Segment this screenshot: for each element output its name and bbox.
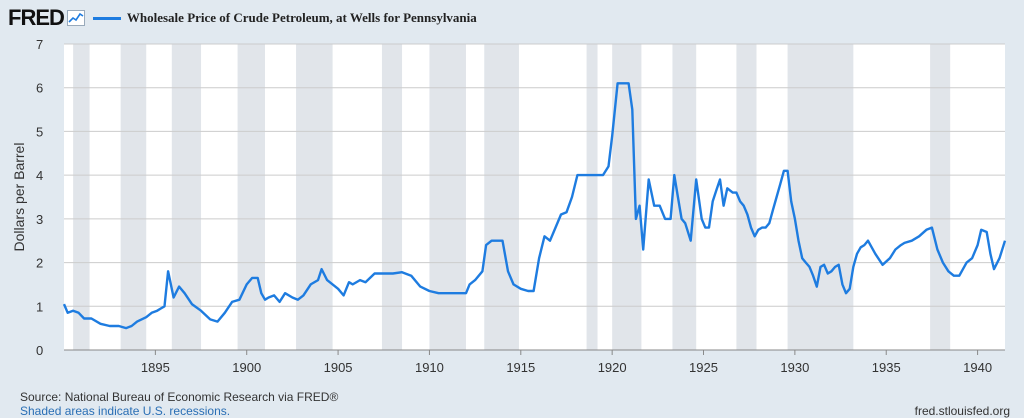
recession-band [930,44,951,350]
recession-note: Shaded areas indicate U.S. recessions. [20,404,231,418]
recession-band [171,44,202,350]
site-url[interactable]: fred.stlouisfed.org [914,404,1010,418]
line-chart-icon [66,10,85,26]
y-tick-label: 6 [36,81,43,96]
x-tick-label: 1920 [598,360,627,375]
recession-band [73,44,90,350]
header: FRED Wholesale Price of Crude Petroleum,… [8,5,477,30]
recession-band [381,44,403,350]
source-note: Source: National Bureau of Economic Rese… [20,390,339,404]
recession-band [237,44,265,350]
y-axis: 0 1 2 3 4 5 6 7 [36,37,43,358]
y-tick-label: 7 [36,37,43,52]
x-tick-label: 1905 [324,360,353,375]
legend: Wholesale Price of Crude Petroleum, at W… [92,10,477,26]
recession-shading [73,44,951,350]
recession-band [787,44,854,350]
y-tick-label: 1 [36,299,43,314]
x-tick-label: 1940 [963,360,992,375]
y-axis-label: Dollars per Barrel [11,143,27,252]
x-tick-label: 1930 [780,360,809,375]
gridlines [64,43,1005,351]
y-tick-label: 4 [36,168,43,183]
x-axis: 1895 1900 1905 1910 1915 1920 1925 1930 1935 1940 [141,350,992,375]
x-tick-label: 1910 [415,360,444,375]
recession-band [429,44,466,350]
series-line [62,82,1007,330]
recession-band [736,44,757,350]
legend-swatch [92,16,121,20]
x-tick-label: 1900 [232,360,261,375]
recession-band [120,44,147,350]
plot-area [64,44,1005,350]
y-tick-label: 0 [36,343,43,358]
recession-band [484,44,519,350]
x-tick-label: 1925 [689,360,718,375]
x-tick-label: 1895 [141,360,170,375]
fred-logo[interactable]: FRED [8,5,65,30]
y-tick-label: 5 [36,124,43,139]
recession-band [296,44,333,350]
x-tick-label: 1935 [872,360,901,375]
x-tick-label: 1915 [506,360,535,375]
legend-label: Wholesale Price of Crude Petroleum, at W… [126,10,477,25]
y-tick-label: 2 [36,256,43,271]
recession-band [672,44,697,350]
y-tick-label: 3 [36,212,43,227]
recession-band [586,44,598,350]
